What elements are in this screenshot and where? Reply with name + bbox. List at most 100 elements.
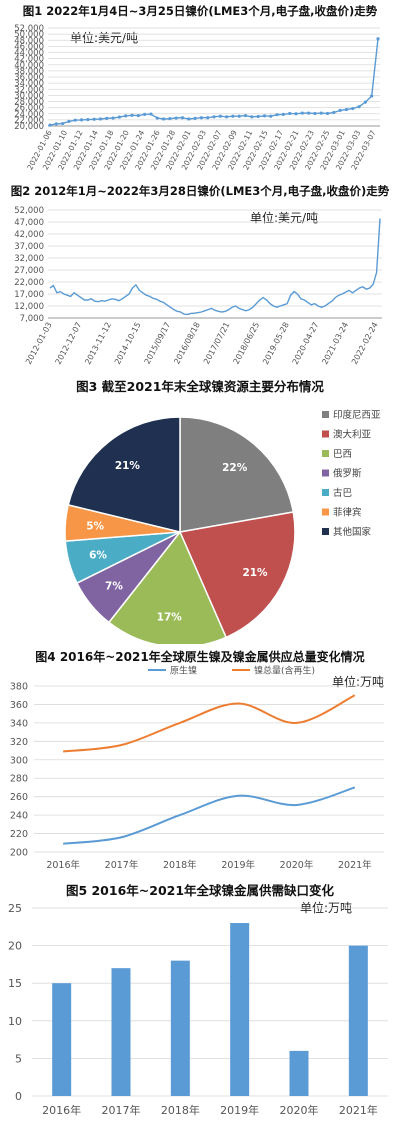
fig2-y-tick-label: 47,000 (14, 218, 44, 228)
fig5-y-tick-label: 5 (15, 1052, 22, 1065)
figure-1: 图1 2022年1月4日~3月25日镍价(LME3个月,电子盘,收盘价)走势 单… (0, 0, 400, 180)
fig5-y-tick-label: 25 (8, 902, 22, 915)
fig1-point (300, 111, 304, 115)
fig1-y-tick-label: 28,000 (14, 98, 44, 108)
fig2-series-line (49, 218, 381, 316)
figure-4: 图4 2016年~2021年全球原生镍及镍金属供应总量变化情况 单位:万吨 20… (0, 644, 400, 876)
fig1-point (143, 112, 147, 116)
fig1-y-tick-label: 52,000 (14, 24, 44, 34)
fig1-y-tick-label: 26,000 (14, 104, 44, 114)
pie-slice-label: 21% (242, 567, 268, 579)
fig1-point (231, 114, 235, 118)
fig2-x-tick-label: 2015/09/17 (143, 321, 173, 366)
fig2-x-tick-label: 2017/07/21 (202, 321, 232, 366)
fig4-x-tick-label: 2021年 (338, 859, 372, 871)
fig1-point (111, 116, 115, 120)
fig2-y-tick-label: 7,000 (20, 314, 44, 324)
fig4-y-tick-label: 380 (10, 682, 28, 693)
fig1-point (105, 116, 109, 120)
fig2-y-tick-label: 22,000 (14, 278, 44, 288)
fig1-point (67, 119, 71, 124)
fig2-x-tick-label: 2013-11-12 (83, 321, 113, 366)
legend-label: 菲律宾 (333, 507, 362, 519)
fig1-y-tick-label: 32,000 (14, 85, 44, 95)
fig5-x-tick-label: 2020年 (280, 1103, 319, 1117)
legend-label: 澳大利亚 (333, 429, 372, 441)
pie-slice (107, 530, 228, 644)
fig1-point (136, 113, 140, 118)
fig2-y-tick-label: 37,000 (14, 242, 44, 252)
fig1-point (187, 117, 191, 121)
fig1-y-tick-label: 38,000 (14, 67, 44, 77)
fig1-point (269, 114, 273, 118)
fig1-y-tick-label: 20,000 (14, 122, 44, 132)
fig1-point (168, 117, 172, 121)
fig5-bar (230, 923, 250, 1096)
fig1-y-tick-label: 22,000 (14, 116, 44, 126)
fig5-x-tick-label: 2018年 (161, 1103, 200, 1117)
fig2-x-tick-label: 2020-04-27 (291, 321, 321, 366)
fig1-y-tick-label: 36,000 (14, 73, 44, 83)
fig4-x-tick-label: 2017年 (105, 859, 139, 871)
fig2-y-tick-label: 12,000 (14, 302, 44, 312)
fig2-y-tick-label: 17,000 (14, 290, 44, 300)
fig1-y-tick-label: 42,000 (14, 55, 44, 65)
fig1-point (325, 111, 330, 116)
fig1-y-tick-label: 34,000 (14, 79, 44, 89)
fig4-y-tick-label: 280 (10, 774, 28, 785)
legend-swatch (322, 489, 329, 496)
fig1-point (237, 114, 241, 118)
fig1-point (61, 121, 65, 126)
fig1-point (357, 105, 361, 109)
fig1-point (225, 115, 229, 119)
fig2-y-tick-label: 52,000 (14, 206, 44, 216)
fig4-y-tick-label: 360 (10, 700, 28, 711)
pie-slice-label: 5% (86, 520, 104, 532)
fig1-point (256, 114, 260, 119)
fig1-point (218, 114, 222, 118)
fig1-point (161, 117, 166, 121)
fig5-y-tick-label: 20 (8, 940, 22, 953)
figure-2-title: 图2 2012年1月~2022年3月28日镍价(LME3个月,电子盘,收盘价)走… (10, 184, 390, 198)
fig4-x-tick-label: 2019年 (221, 859, 255, 871)
legend-label: 其他国家 (333, 526, 372, 538)
legend-label: 巴西 (333, 449, 352, 460)
fig1-point (243, 113, 248, 118)
pie-slice-label: 6% (89, 550, 107, 562)
fig2-y-tick-label: 27,000 (14, 266, 44, 276)
fig1-point (281, 112, 285, 116)
pie-slice-label: 21% (115, 460, 141, 472)
fig1-point (363, 100, 367, 104)
legend-label: 印度尼西亚 (333, 409, 381, 421)
fig1-point (73, 118, 77, 122)
fig1-point (117, 115, 121, 119)
legend-swatch (322, 450, 329, 457)
figure-5-unit: 单位:万吨 (300, 900, 352, 915)
fig2-x-tick-label: 2018/06/25 (232, 321, 262, 366)
legend-label: 俄罗斯 (333, 468, 362, 480)
fig1-point (193, 116, 197, 120)
fig5-bar (289, 1050, 309, 1096)
fig5-x-tick-label: 2019年 (220, 1103, 259, 1117)
fig1-point (130, 113, 134, 117)
fig4-series-line-1 (63, 694, 356, 753)
fig2-x-tick-label: 2019-05-28 (261, 321, 291, 366)
fig2-y-tick-label: 32,000 (14, 254, 44, 264)
fig5-y-tick-label: 15 (8, 977, 22, 990)
figure-2: 图2 2012年1月~2022年3月28日镍价(LME3个月,电子盘,收盘价)走… (0, 180, 400, 370)
fig5-y-tick-label: 0 (15, 1090, 22, 1103)
fig1-point (180, 116, 185, 120)
fig2-x-tick-label: 2012-12-07 (54, 321, 84, 366)
fig1-point (48, 123, 52, 127)
fig1-point (155, 116, 159, 120)
pie-slice (67, 416, 181, 533)
figure-5-chart: 单位:万吨 0 5 10 15 20 25 2016年 2017年 2018年 2019年 2020… (8, 900, 388, 1117)
fig1-point (54, 122, 58, 126)
fig4-y-tick-label: 300 (10, 755, 28, 766)
figure-2-chart: 单位:美元/吨 7,000 12,000 17,000 22,000 27,000 32,… (14, 206, 382, 366)
fig5-x-tick-label: 2016年 (42, 1103, 81, 1117)
fig4-legend-label: 镍总量(含再生) (254, 665, 315, 677)
fig4-y-tick-label: 340 (10, 718, 28, 729)
pie-slice-label: 17% (157, 611, 183, 623)
fig1-point (376, 37, 380, 41)
